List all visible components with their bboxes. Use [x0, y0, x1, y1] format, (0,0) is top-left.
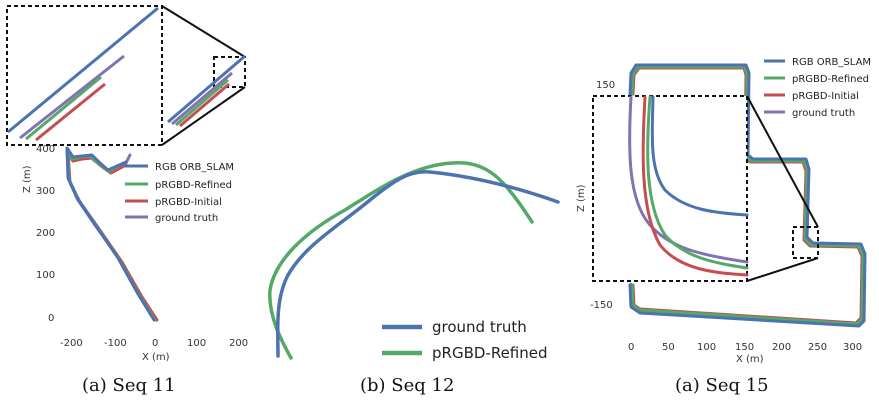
- panel-seq12: ground truth pRGBD-Refined (b) Seq 12: [268, 161, 560, 396]
- seq15-ylabel: Z (m): [576, 184, 587, 212]
- seq11-inset: [6, 5, 246, 146]
- seq15-xtick-300: 300: [843, 342, 862, 353]
- seq15-zoom-connector-top: [746, 95, 819, 228]
- seq11-legend-initial: pRGBD-Initial: [155, 197, 222, 208]
- seq15-ytick-neg150: -150: [590, 300, 613, 311]
- seq11-xtick-0: 0: [152, 338, 158, 349]
- seq11-inset-line-orb: [7, 6, 159, 134]
- seq15-xtick-250: 250: [808, 342, 827, 353]
- seq11-xtick-200: 200: [229, 338, 248, 349]
- seq11-legend-refined: pRGBD-Refined: [155, 180, 232, 191]
- seq15-inset-line-refined: [646, 95, 749, 270]
- seq11-ytick-0: 0: [48, 313, 54, 324]
- seq11-tail-gt: [171, 71, 233, 126]
- seq11-ytick-100: 100: [36, 270, 55, 281]
- seq11-xtick-100: 100: [187, 338, 206, 349]
- seq15-zoom-connector-bottom: [746, 257, 819, 282]
- seq15-inset: [592, 95, 819, 282]
- seq11-ytick-300: 300: [36, 186, 55, 197]
- seq11-line-ground-truth: [65, 148, 158, 322]
- seq11-inset-frame: [6, 5, 163, 146]
- seq11-line-initial: [66, 150, 159, 322]
- seq11-legend: RGB ORB_SLAM pRGBD-Refined pRGBD-Initial…: [125, 162, 234, 224]
- seq15-inset-line-initial: [641, 95, 749, 277]
- seq11-xtick-neg100: -100: [104, 338, 127, 349]
- seq12-legend-refined: pRGBD-Refined: [432, 344, 548, 362]
- seq15-legend-gt: ground truth: [792, 108, 855, 119]
- seq12-caption: (b) Seq 12: [360, 375, 454, 396]
- seq11-zoom-connector-bottom: [161, 86, 246, 146]
- seq11-inset-line-initial: [35, 82, 106, 142]
- seq11-ytick-200: 200: [36, 228, 55, 239]
- seq15-line-orb: [628, 63, 867, 328]
- seq15-legend: RGB ORB_SLAM pRGBD-Refined pRGBD-Initial…: [764, 57, 871, 119]
- seq11-xlabel: X (m): [142, 352, 170, 363]
- seq11-tail-initial: [179, 82, 230, 128]
- seq11-inset-line-gt: [19, 54, 125, 140]
- seq12-line-refined: [268, 161, 534, 360]
- panel-seq11: 400 300 200 100 0 Z (m) -200 -100 0 100 …: [6, 5, 248, 396]
- seq15-xtick-50: 50: [662, 342, 675, 353]
- seq15-xtick-100: 100: [697, 342, 716, 353]
- seq15-xtick-0: 0: [628, 342, 634, 353]
- seq11-line-orb: [65, 146, 156, 322]
- seq12-legend-gt: ground truth: [432, 318, 527, 336]
- seq12-legend: ground truth pRGBD-Refined: [382, 318, 548, 362]
- seq15-xlabel: X (m): [736, 354, 764, 365]
- seq11-legend-orb: RGB ORB_SLAM: [155, 162, 234, 173]
- seq11-zoom-target: [213, 56, 246, 88]
- seq12-line-ground-truth: [275, 170, 560, 358]
- seq15-legend-orb: RGB ORB_SLAM: [792, 57, 871, 68]
- seq15-caption: (a) Seq 15: [675, 375, 769, 396]
- seq11-zoom-connector-top: [161, 5, 246, 58]
- seq11-caption: (a) Seq 11: [82, 375, 176, 396]
- seq15-legend-initial: pRGBD-Initial: [792, 91, 859, 102]
- seq15-xtick-200: 200: [772, 342, 791, 353]
- seq11-ylabel: Z (m): [22, 165, 33, 193]
- seq15-inset-line-gt: [628, 95, 749, 264]
- seq11-xtick-neg200: -200: [60, 338, 83, 349]
- panel-seq15: 150 -150 Z (m) 0 50 100 150 200 250 300 …: [576, 57, 871, 396]
- seq11-ytick-400: 400: [36, 144, 55, 155]
- seq11-legend-gt: ground truth: [155, 213, 218, 224]
- seq11-tail-orb: [167, 54, 246, 124]
- seq11-inset-line-refined: [25, 75, 102, 141]
- seq15-xtick-150: 150: [735, 342, 754, 353]
- seq15-inset-line-orb: [650, 95, 749, 217]
- seq11-tail-refined: [175, 78, 229, 127]
- seq15-legend-refined: pRGBD-Refined: [792, 74, 869, 85]
- seq15-ytick-150: 150: [596, 80, 615, 91]
- seq15-inset-frame: [592, 95, 748, 282]
